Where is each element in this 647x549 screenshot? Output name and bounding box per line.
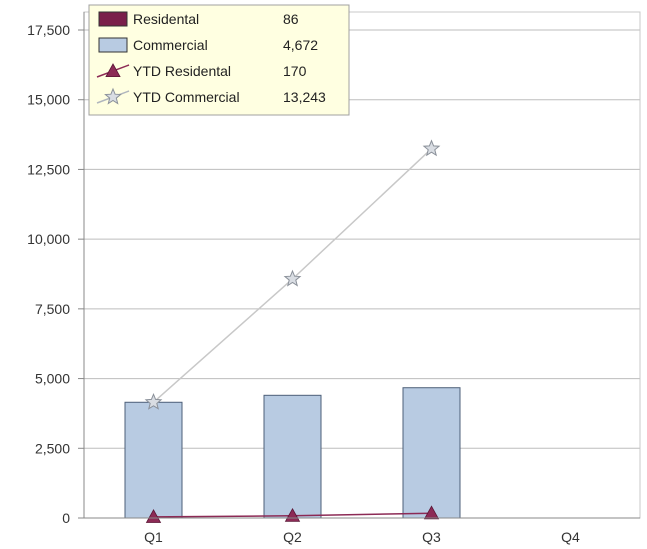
legend-value-residental: 86 <box>283 11 299 27</box>
legend-marker-ytd-residental <box>105 63 121 77</box>
legend: Residental 86 Commercial 4,672 YTD Residenta… <box>88 4 350 116</box>
point-ytd-commercial <box>422 139 441 157</box>
y-tick-label: 15,000 <box>27 92 70 108</box>
point-ytd-residental <box>423 505 440 520</box>
point-ytd-residental <box>145 509 162 523</box>
legend-value-commercial: 4,672 <box>283 37 318 53</box>
point-ytd-commercial <box>144 392 163 410</box>
y-tick-label: 0 <box>62 510 70 526</box>
legend-swatch-commercial <box>98 37 128 53</box>
bar-commercial <box>124 401 183 519</box>
legend-box <box>88 4 350 116</box>
x-tick-label: Q3 <box>422 529 441 545</box>
legend-value-ytd-commercial: 13,243 <box>283 89 326 105</box>
y-tick-label: 17,500 <box>27 22 70 38</box>
x-tick-label: Q4 <box>561 529 580 545</box>
y-tick-label: 12,500 <box>27 161 70 177</box>
x-tick-label: Q2 <box>283 529 302 545</box>
x-axis-ticks: Q1 Q2 Q3 Q4 <box>144 529 580 545</box>
legend-label-residental: Residental <box>133 11 199 27</box>
legend-marker-ytd-commercial <box>104 87 122 105</box>
x-tick-label: Q1 <box>144 529 163 545</box>
legend-label-ytd-commercial: YTD Commercial <box>133 89 240 105</box>
bars <box>124 387 461 519</box>
axes <box>83 11 641 519</box>
bar-commercial <box>263 394 322 519</box>
bar-commercial <box>402 387 461 519</box>
y-axis-ticks: 0 2,500 5,000 7,500 10,000 12,500 15,000 17,500 <box>27 22 84 526</box>
series-lines <box>144 139 441 523</box>
point-ytd-commercial <box>283 269 302 287</box>
y-tick-label: 10,000 <box>27 231 70 247</box>
legend-swatch-residental <box>98 11 128 27</box>
y-tick-label: 7,500 <box>35 301 70 317</box>
y-tick-label: 2,500 <box>35 440 70 456</box>
legend-value-ytd-residental: 170 <box>283 63 307 79</box>
y-tick-label: 5,000 <box>35 371 70 387</box>
legend-label-commercial: Commercial <box>133 37 208 53</box>
legend-label-ytd-residental: YTD Residental <box>133 63 231 79</box>
